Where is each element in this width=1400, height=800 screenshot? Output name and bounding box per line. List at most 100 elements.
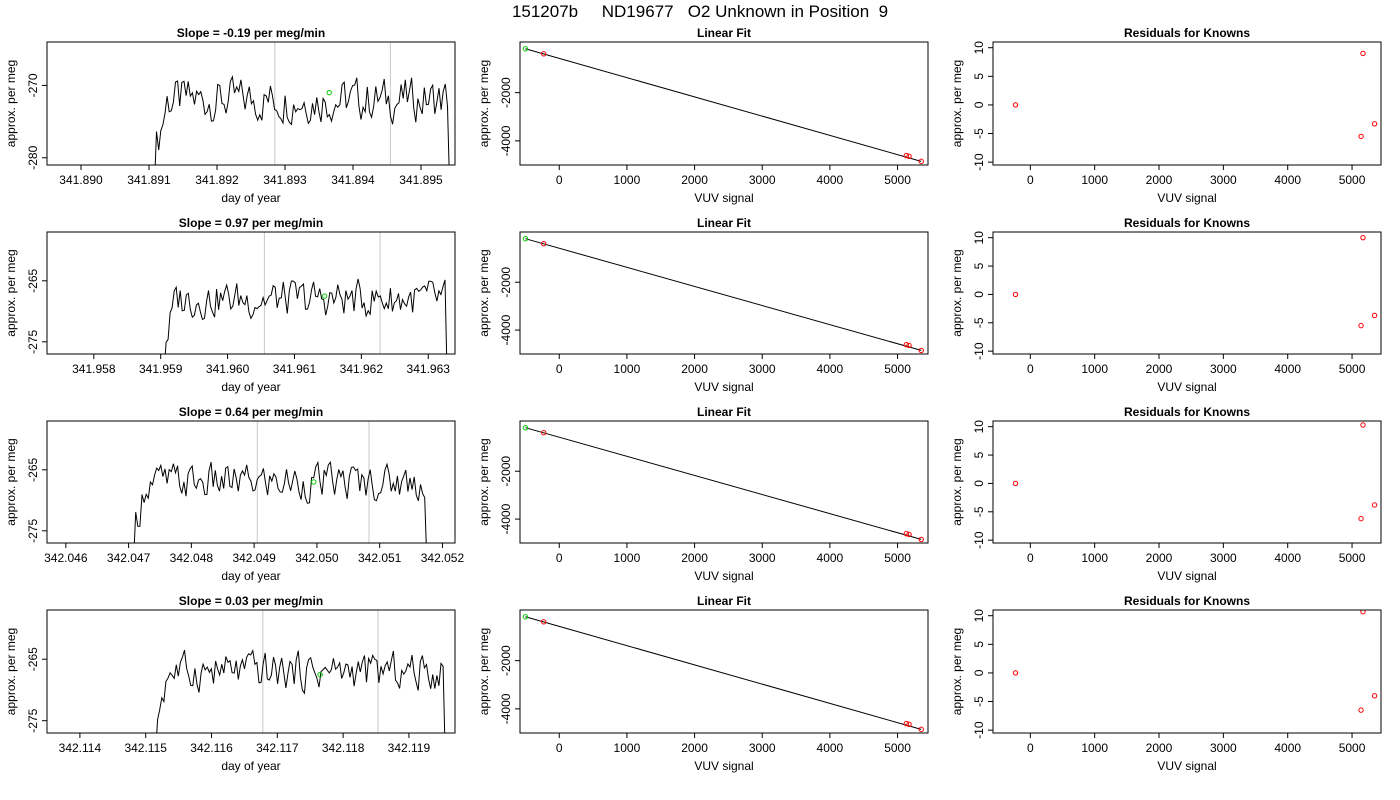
known-point bbox=[1360, 610, 1366, 615]
chart-title: Residuals for Knowns bbox=[1124, 26, 1250, 40]
x-tick-label: 341.962 bbox=[340, 362, 384, 376]
chart-panel-1-2: Linear Fit 0 1000 2000 3000 4000 5000 -2000 -400… bbox=[477, 26, 929, 205]
y-tick-label: -275 bbox=[26, 329, 40, 353]
y-tick-label: 0 bbox=[972, 669, 986, 676]
y-tick-label: -5 bbox=[972, 506, 986, 517]
plot-area bbox=[522, 46, 924, 165]
chart-title: Linear Fit bbox=[697, 216, 751, 230]
known-point bbox=[1358, 515, 1364, 522]
y-axis-label: approx. per meg bbox=[4, 438, 18, 525]
x-tick-label: 341.961 bbox=[273, 362, 317, 376]
x-tick-label: 1000 bbox=[614, 741, 641, 755]
y-tick-label: -265 bbox=[26, 647, 40, 671]
y-tick-label: 10 bbox=[972, 231, 986, 245]
chart-title: Linear Fit bbox=[697, 405, 751, 419]
y-axis-label: approx. per meg bbox=[4, 249, 18, 336]
unknown-point bbox=[522, 235, 529, 242]
known-point bbox=[540, 430, 547, 436]
x-axis-label: day of year bbox=[221, 380, 280, 394]
x-tick-label: 2000 bbox=[1146, 362, 1173, 376]
x-tick-label: 341.963 bbox=[407, 362, 451, 376]
x-tick-label: 2000 bbox=[681, 362, 708, 376]
plot-area bbox=[154, 74, 450, 165]
known-point bbox=[906, 721, 912, 728]
x-tick-label: 342.049 bbox=[232, 551, 276, 565]
y-tick-label: -265 bbox=[26, 457, 40, 481]
x-tick-label: 5000 bbox=[884, 173, 911, 187]
x-tick-label: 2000 bbox=[1146, 551, 1173, 565]
x-tick-label: 0 bbox=[556, 741, 563, 755]
x-tick-label: 3000 bbox=[749, 551, 776, 565]
x-tick-label: 4000 bbox=[817, 362, 844, 376]
fit-line bbox=[525, 48, 922, 162]
x-axis-label: day of year bbox=[221, 759, 280, 773]
x-tick-label: 0 bbox=[556, 362, 563, 376]
x-tick-label: 342.115 bbox=[124, 741, 167, 755]
chart-panel-3-2: Linear Fit 0 1000 2000 3000 4000 5000 -2000 -400… bbox=[477, 405, 929, 583]
plot-area bbox=[522, 424, 924, 543]
x-tick-label: 2000 bbox=[681, 741, 708, 755]
unknown-average-point bbox=[326, 89, 332, 96]
chart-panel-1-3: Residuals for Knowns 0 1000 2000 3000 4000 500… bbox=[950, 26, 1382, 205]
known-point bbox=[918, 347, 924, 354]
y-tick-label: -4000 bbox=[499, 314, 513, 345]
y-tick-label: -10 bbox=[972, 342, 986, 360]
y-tick-label: -10 bbox=[972, 153, 986, 171]
known-point bbox=[540, 619, 547, 625]
plot-frame bbox=[46, 609, 456, 734]
y-tick-label: 10 bbox=[972, 609, 986, 623]
known-point bbox=[1360, 234, 1366, 241]
x-tick-label: 1000 bbox=[1081, 741, 1108, 755]
known-point bbox=[1358, 707, 1364, 713]
plot-frame bbox=[46, 231, 456, 355]
known-point bbox=[540, 241, 547, 247]
known-point bbox=[918, 726, 924, 733]
x-tick-label: 3000 bbox=[1210, 173, 1237, 187]
y-tick-label: -2000 bbox=[499, 456, 513, 487]
x-tick-label: 342.050 bbox=[295, 551, 339, 565]
x-tick-label: 341.959 bbox=[139, 362, 183, 376]
x-tick-label: 4000 bbox=[1274, 362, 1301, 376]
plot-frame bbox=[992, 231, 1382, 355]
plot-frame bbox=[519, 609, 929, 734]
chart-panel-2-3: Residuals for Knowns 0 1000 2000 3000 4000 500… bbox=[950, 216, 1382, 394]
y-tick-label: 5 bbox=[972, 73, 986, 80]
plot-area bbox=[156, 648, 446, 733]
x-tick-label: 1000 bbox=[1081, 173, 1108, 187]
plot-area bbox=[1012, 234, 1378, 329]
y-tick-label: -275 bbox=[26, 518, 40, 542]
y-tick-label: 5 bbox=[972, 641, 986, 648]
plot-frame bbox=[46, 41, 456, 166]
x-tick-label: 4000 bbox=[817, 173, 844, 187]
x-tick-label: 342.119 bbox=[388, 741, 431, 755]
plot-area bbox=[164, 278, 448, 354]
x-tick-label: 342.117 bbox=[256, 741, 299, 755]
y-axis-label: approx. per meg bbox=[477, 60, 491, 147]
unknown-point bbox=[522, 424, 529, 431]
y-tick-label: -4000 bbox=[499, 125, 513, 156]
x-tick-label: 1000 bbox=[614, 173, 641, 187]
x-tick-label: 0 bbox=[1027, 362, 1034, 376]
y-tick-label: -10 bbox=[972, 721, 986, 739]
unknown-point bbox=[522, 46, 529, 52]
chart-panel-4-1: Slope = 0.03 per meg/min 342.114 342.115 34… bbox=[4, 594, 456, 773]
known-point bbox=[918, 536, 924, 543]
known-point bbox=[1360, 422, 1366, 428]
x-tick-label: 342.114 bbox=[59, 741, 102, 755]
plot-frame bbox=[519, 420, 929, 544]
x-tick-label: 1000 bbox=[1081, 362, 1108, 376]
y-tick-label: 0 bbox=[972, 101, 986, 108]
y-tick-label: -2000 bbox=[499, 267, 513, 298]
known-point bbox=[1012, 670, 1019, 676]
x-tick-label: 2000 bbox=[681, 173, 708, 187]
x-axis-label: VUV signal bbox=[694, 380, 753, 394]
x-tick-label: 341.960 bbox=[206, 362, 250, 376]
y-tick-label: 0 bbox=[972, 480, 986, 487]
x-tick-label: 5000 bbox=[1339, 173, 1366, 187]
chart-panel-4-2: Linear Fit 0 1000 2000 3000 4000 5000 -2000 -400… bbox=[477, 594, 929, 773]
chart-title: Residuals for Knowns bbox=[1124, 405, 1250, 419]
y-axis-label: approx. per meg bbox=[477, 438, 491, 525]
x-tick-label: 2000 bbox=[1146, 741, 1173, 755]
known-point bbox=[1012, 480, 1019, 487]
